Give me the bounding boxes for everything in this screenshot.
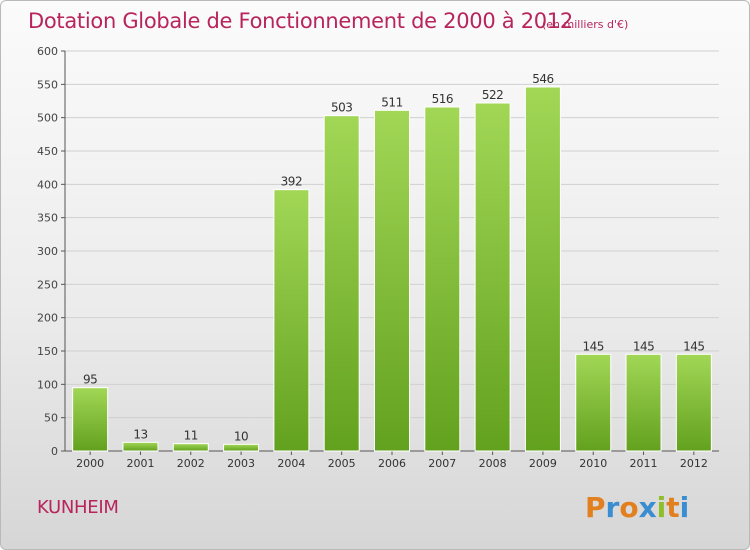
value-label: 503 [331, 101, 352, 115]
value-label: 145 [633, 339, 654, 353]
value-label: 145 [683, 339, 704, 353]
bar [172, 443, 209, 452]
y-tick-label: 250 [37, 278, 58, 291]
value-label: 511 [381, 95, 402, 109]
bar [374, 109, 410, 452]
y-tick-label: 50 [44, 412, 58, 425]
bar [122, 441, 159, 452]
x-tick-label: 2009 [529, 457, 557, 470]
x-tick-label: 2011 [630, 457, 658, 470]
y-tick-label: 600 [37, 45, 58, 58]
x-tick-label: 2010 [579, 457, 607, 470]
bar [474, 102, 511, 452]
y-tick-label: 350 [37, 212, 58, 225]
chart-title: Dotation Globale de Fonctionnement de 20… [28, 9, 573, 33]
value-label: 145 [583, 339, 604, 353]
bar [323, 115, 360, 452]
value-label: 546 [532, 72, 553, 86]
bar [223, 443, 260, 452]
x-tick-label: 2005 [328, 457, 356, 470]
y-tick-label: 500 [37, 112, 58, 125]
value-label: 516 [432, 92, 453, 106]
y-tick-label: 550 [37, 78, 58, 91]
bar [273, 189, 310, 452]
y-tick-label: 450 [37, 145, 58, 158]
x-tick-label: 2003 [227, 457, 255, 470]
proxiti-logo: Proxiti [585, 489, 695, 533]
bar [625, 353, 662, 452]
bars [72, 86, 712, 452]
value-label: 95 [83, 373, 97, 387]
y-tick-label: 300 [37, 245, 58, 258]
y-tick-labels: 0 50 100 150 200 250 300 350 400 450 500 550 600 [37, 45, 58, 458]
bar [524, 86, 561, 452]
chart-subtitle: (en milliers d'€) [542, 18, 629, 31]
bar [675, 353, 712, 452]
value-label: 11 [184, 429, 198, 443]
bar [72, 387, 109, 452]
value-labels: 95 13 11 10 392 503 511 516 522 546 145 145 145 [83, 72, 705, 443]
svg-text:Proxiti: Proxiti [585, 491, 689, 524]
x-tick-label: 2001 [126, 457, 154, 470]
x-tick-label: 2004 [277, 457, 305, 470]
value-label: 392 [281, 175, 302, 189]
x-tick-label: 2000 [76, 457, 104, 470]
x-tick-label: 2007 [428, 457, 456, 470]
y-tick-label: 150 [37, 345, 58, 358]
x-tick-labels: 2000 2001 2002 2003 2004 2005 2006 2007 2008 2009… [76, 457, 708, 470]
y-tick-label: 400 [37, 178, 58, 191]
y-tick-label: 200 [37, 312, 58, 325]
x-tick-label: 2006 [378, 457, 406, 470]
y-tick-label: 100 [37, 378, 58, 391]
bar [575, 353, 612, 452]
bar [424, 106, 461, 452]
value-label: 10 [234, 429, 248, 443]
commune-name: KUNHEIM [37, 497, 119, 518]
y-tick-label: 0 [51, 445, 58, 458]
value-label: 13 [133, 427, 147, 441]
x-tick-label: 2002 [177, 457, 205, 470]
x-tick-label: 2012 [680, 457, 708, 470]
value-label: 522 [482, 88, 503, 102]
x-tick-label: 2008 [479, 457, 507, 470]
